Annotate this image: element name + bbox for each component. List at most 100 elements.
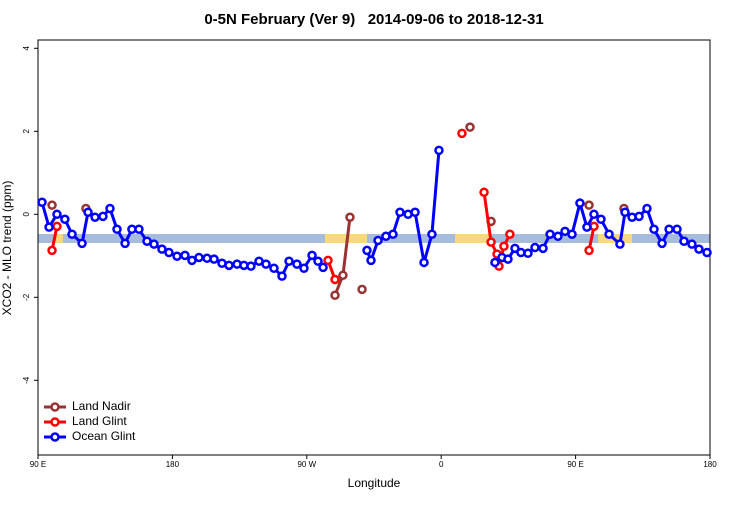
point xyxy=(52,221,62,232)
point xyxy=(620,207,630,217)
point xyxy=(246,261,256,271)
point xyxy=(582,222,592,232)
point xyxy=(679,236,689,247)
x-tick-label: 180 xyxy=(166,460,180,469)
point xyxy=(604,229,614,239)
point xyxy=(596,214,606,225)
point xyxy=(434,145,444,156)
plot-frame xyxy=(37,39,711,456)
point xyxy=(299,263,309,273)
point xyxy=(373,235,383,246)
point xyxy=(486,237,496,247)
point xyxy=(112,224,122,234)
point xyxy=(457,128,467,139)
point xyxy=(47,200,57,210)
point xyxy=(194,252,204,263)
point xyxy=(284,256,294,266)
point xyxy=(345,212,355,222)
point xyxy=(323,255,333,266)
point xyxy=(362,245,372,256)
point xyxy=(584,245,594,256)
chart-title: 0-5N February (Ver 9) 2014-09-06 to 2018… xyxy=(204,11,543,28)
point xyxy=(180,250,190,261)
point xyxy=(479,187,489,198)
point xyxy=(52,209,62,220)
land-band xyxy=(455,234,489,243)
point xyxy=(269,263,279,273)
point xyxy=(672,224,682,234)
point xyxy=(465,122,475,132)
point xyxy=(395,207,405,217)
point xyxy=(313,256,323,266)
point xyxy=(330,274,340,285)
legend-marker xyxy=(50,417,60,427)
y-tick-label: 4 xyxy=(22,46,31,51)
series-line xyxy=(50,192,596,280)
point xyxy=(490,257,500,268)
point xyxy=(37,197,47,208)
point xyxy=(366,255,376,266)
x-axis-label: Longitude xyxy=(348,476,401,490)
point xyxy=(172,251,182,261)
point xyxy=(77,238,87,249)
point xyxy=(90,212,100,222)
x-tick-label: 90 W xyxy=(297,460,316,469)
point xyxy=(584,200,594,210)
point xyxy=(47,245,57,256)
point xyxy=(224,260,234,271)
point xyxy=(499,241,509,252)
point xyxy=(634,211,644,222)
y-tick-label: -4 xyxy=(22,376,31,384)
point xyxy=(657,238,667,249)
point xyxy=(642,203,652,214)
point xyxy=(545,229,555,239)
point xyxy=(338,270,348,281)
point xyxy=(615,239,625,249)
point xyxy=(553,231,563,242)
legend-marker xyxy=(50,402,60,412)
x-tick-label: 90 E xyxy=(30,460,46,469)
point xyxy=(120,238,130,249)
point xyxy=(567,229,577,239)
y-tick-label: -2 xyxy=(22,293,31,301)
point xyxy=(209,254,219,264)
y-tick-label: 2 xyxy=(22,129,31,134)
point xyxy=(357,284,367,295)
point xyxy=(589,209,599,220)
point xyxy=(523,248,533,259)
point xyxy=(702,247,712,258)
point xyxy=(277,271,287,281)
land-band xyxy=(55,234,63,243)
point xyxy=(157,244,167,254)
legend-label: Land Glint xyxy=(72,414,127,428)
point xyxy=(83,207,93,217)
point xyxy=(510,243,520,254)
point xyxy=(292,259,302,269)
point xyxy=(149,239,159,249)
point xyxy=(307,250,317,261)
point xyxy=(538,243,548,254)
point xyxy=(261,259,271,269)
legend-label: Land Nadir xyxy=(72,399,131,413)
point xyxy=(164,247,174,258)
point xyxy=(505,229,515,239)
x-tick-label: 180 xyxy=(703,460,717,469)
point xyxy=(687,239,697,249)
point xyxy=(60,214,70,225)
point xyxy=(67,229,77,239)
point xyxy=(530,242,540,253)
point xyxy=(318,262,328,273)
x-tick-label: 0 xyxy=(439,460,444,469)
point xyxy=(98,211,108,222)
point xyxy=(134,224,144,234)
point xyxy=(503,254,513,264)
point xyxy=(427,229,437,239)
point xyxy=(575,198,585,208)
point xyxy=(419,257,429,268)
point xyxy=(44,222,54,232)
legend-label: Ocean Glint xyxy=(72,429,136,443)
point xyxy=(330,290,340,300)
point xyxy=(410,207,420,217)
point xyxy=(694,244,704,254)
